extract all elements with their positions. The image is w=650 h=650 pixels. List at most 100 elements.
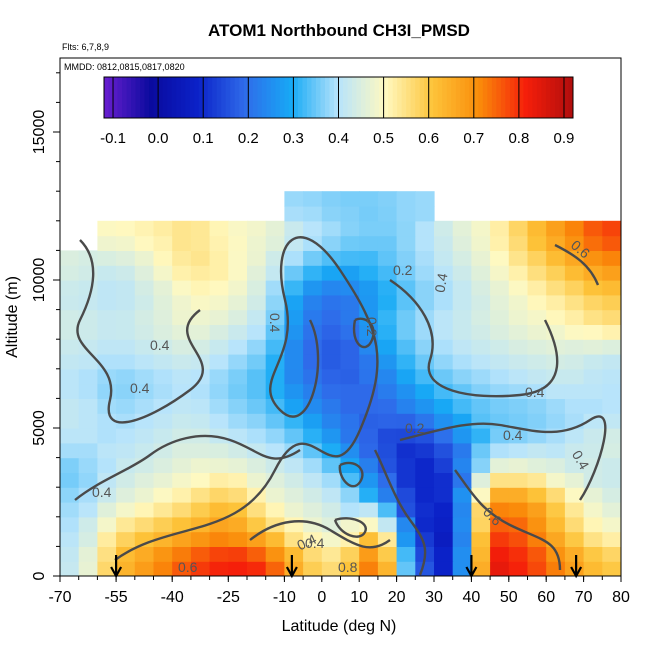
heatmap-cell xyxy=(153,561,173,576)
heatmap-cell xyxy=(359,235,379,251)
heatmap-cell xyxy=(490,368,510,385)
heatmap-cell xyxy=(396,398,416,414)
colorbar-segment xyxy=(424,77,430,118)
heatmap-cell xyxy=(228,383,248,399)
heatmap-cell xyxy=(284,502,304,518)
heatmap-cell xyxy=(602,502,621,518)
heatmap-cell xyxy=(490,280,510,296)
heatmap-cell xyxy=(228,354,248,370)
heatmap-cell xyxy=(602,487,621,503)
heatmap-cell xyxy=(583,561,603,576)
heatmap-cell xyxy=(490,309,510,325)
colorbar-segment xyxy=(347,77,353,118)
heatmap-cell xyxy=(247,309,267,325)
heatmap-cell xyxy=(396,339,416,355)
heatmap-cell xyxy=(134,546,155,562)
heatmap-cell xyxy=(209,354,229,370)
heatmap-cell xyxy=(172,561,192,576)
heatmap-cell xyxy=(527,265,547,281)
heatmap-cell xyxy=(564,339,585,355)
heatmap-cell xyxy=(247,294,267,311)
heatmap-cell xyxy=(434,280,454,296)
x-tick-label: -10 xyxy=(273,589,296,606)
heatmap-cell xyxy=(415,487,435,503)
heatmap-cell xyxy=(116,428,136,444)
heatmap-cell xyxy=(284,206,304,222)
heatmap-cell xyxy=(471,324,491,340)
colorbar-segment xyxy=(406,77,412,118)
heatmap-cell xyxy=(60,339,80,355)
arrow-down-icon xyxy=(570,566,583,579)
heatmap-cell xyxy=(60,383,80,399)
heatmap-cell xyxy=(116,235,136,251)
colorbar-segment xyxy=(374,77,380,118)
colorbar-segment xyxy=(329,77,335,118)
x-tick-label: 80 xyxy=(612,589,630,606)
heatmap-cell xyxy=(434,265,454,281)
heatmap-cell xyxy=(359,250,379,266)
y-tick-label: 15000 xyxy=(31,110,48,155)
heatmap-cell xyxy=(508,294,529,311)
heatmap-cell xyxy=(78,546,98,562)
heatmap-cell xyxy=(284,546,304,562)
heatmap-cell xyxy=(116,324,136,340)
heatmap-cell xyxy=(340,368,360,385)
heatmap-cell xyxy=(434,546,454,562)
heatmap-cell xyxy=(134,220,155,237)
heatmap-cell xyxy=(359,294,379,311)
colorbar-segment xyxy=(419,77,425,118)
heatmap-cell xyxy=(546,413,566,429)
heatmap-cell xyxy=(134,428,155,444)
heatmap-cell xyxy=(321,324,342,340)
heatmap-cell xyxy=(359,206,379,222)
heatmap-cell xyxy=(377,354,398,370)
colorbar-segment xyxy=(149,77,155,118)
heatmap-cell xyxy=(172,398,192,414)
heatmap-cell xyxy=(340,413,360,429)
heatmap-cell xyxy=(340,502,360,518)
colorbar-tick-label: 0.8 xyxy=(508,130,529,147)
heatmap-cell xyxy=(508,442,529,459)
heatmap-cell xyxy=(340,191,360,207)
heatmap-cell xyxy=(564,428,585,444)
heatmap-cell xyxy=(247,354,267,370)
heatmap-cell xyxy=(546,516,566,533)
colorbar-segment xyxy=(275,77,281,118)
heatmap-cell xyxy=(247,339,267,355)
heatmap-cell xyxy=(546,531,566,547)
heatmap-cell xyxy=(602,546,621,562)
colorbar-segment xyxy=(117,77,123,118)
heatmap-cell xyxy=(134,265,155,281)
heatmap-cell xyxy=(321,413,342,429)
heatmap-cell xyxy=(172,368,192,385)
heatmap-cell xyxy=(247,472,267,488)
colorbar-segment xyxy=(293,77,299,118)
heatmap-cell xyxy=(490,428,510,444)
heatmap-cell xyxy=(415,502,435,518)
heatmap-cell xyxy=(490,235,510,251)
heatmap-cell xyxy=(209,235,229,251)
heatmap-cell xyxy=(583,442,603,459)
colorbar-segment xyxy=(401,77,407,118)
colorbar-segment xyxy=(500,77,506,118)
colorbar-segment xyxy=(356,77,362,118)
heatmap-cell xyxy=(78,487,98,503)
heatmap-cell xyxy=(228,398,248,414)
heatmap-cell xyxy=(134,442,155,459)
heatmap-cell xyxy=(434,220,454,237)
heatmap-cell xyxy=(97,280,117,296)
colorbar-segment xyxy=(144,77,150,118)
colorbar-segment xyxy=(559,77,565,118)
heatmap-cell xyxy=(284,324,304,340)
colorbar-segment xyxy=(315,77,321,118)
heatmap-cell xyxy=(415,413,435,429)
heatmap-cell xyxy=(134,398,155,414)
heatmap-cell xyxy=(78,516,98,533)
heatmap-cell xyxy=(415,220,435,237)
heatmap-cell xyxy=(97,250,117,266)
heatmap-cell xyxy=(116,472,136,488)
heatmap-cell xyxy=(377,339,398,355)
heatmap-cell xyxy=(97,516,117,533)
x-tick-label: 20 xyxy=(388,589,406,606)
heatmap-cell xyxy=(415,280,435,296)
